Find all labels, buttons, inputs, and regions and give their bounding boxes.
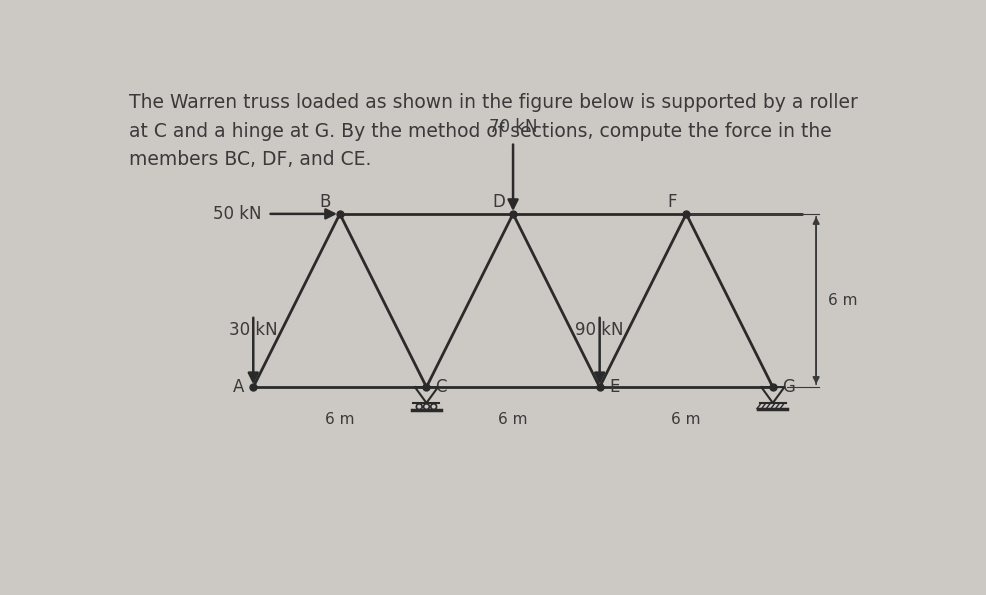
Text: E: E [608, 378, 618, 396]
Text: 6 m: 6 m [670, 412, 700, 427]
Text: C: C [435, 378, 447, 396]
Text: 6 m: 6 m [498, 412, 528, 427]
Text: 6 m: 6 m [827, 293, 856, 308]
Text: The Warren truss loaded as shown in the figure below is supported by a roller: The Warren truss loaded as shown in the … [129, 93, 857, 112]
Text: B: B [319, 193, 330, 211]
Text: F: F [667, 193, 675, 211]
Text: 30 kN: 30 kN [229, 321, 277, 339]
Text: 90 kN: 90 kN [575, 321, 623, 339]
Text: 6 m: 6 m [324, 412, 354, 427]
Text: 70 kN: 70 kN [488, 118, 536, 136]
Text: 50 kN: 50 kN [213, 205, 261, 223]
Text: D: D [492, 193, 505, 211]
Text: G: G [782, 378, 795, 396]
Text: A: A [233, 378, 245, 396]
Text: members BC, DF, and CE.: members BC, DF, and CE. [129, 151, 371, 170]
Text: at C and a hinge at G. By the method of sections, compute the force in the: at C and a hinge at G. By the method of … [129, 121, 831, 140]
